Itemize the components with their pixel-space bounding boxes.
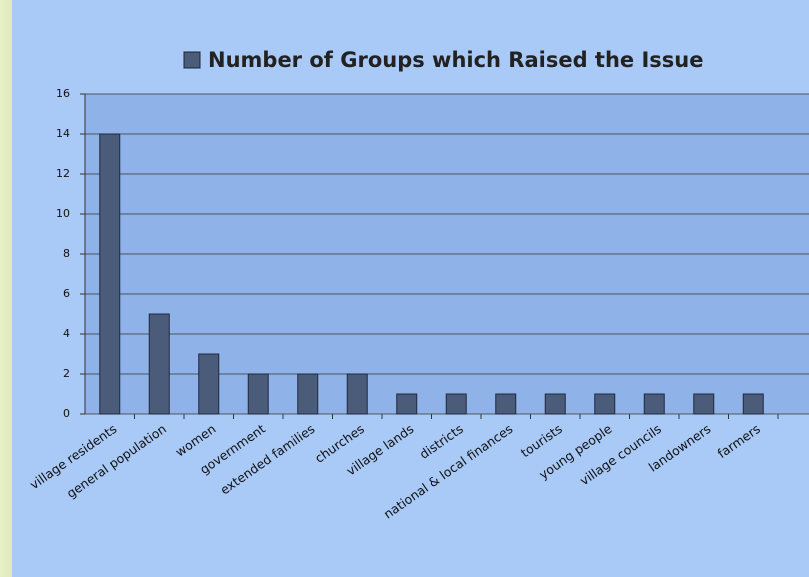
y-tick-label: 12 [56,167,70,180]
x-tick-label: farmers [715,421,763,461]
y-tick-label: 4 [63,327,70,340]
bar [544,393,566,415]
bar [643,393,665,415]
bar [99,133,121,415]
y-tick-label: 6 [63,287,70,300]
bar [148,313,170,415]
bar [445,393,467,415]
y-tick-label: 0 [63,407,70,420]
y-tick-label: 10 [56,207,70,220]
bar [247,373,269,415]
legend-label: Number of Groups which Raised the Issue [208,48,703,72]
bar [396,393,418,415]
y-tick-label: 2 [63,367,70,380]
bar [198,353,220,415]
bar [693,393,715,415]
y-tick-label: 14 [56,127,70,140]
bar [346,373,368,415]
y-tick-label: 16 [56,87,70,100]
bar [594,393,616,415]
y-tick-label: 8 [63,247,70,260]
bar [297,373,319,415]
bar [742,393,764,415]
legend-swatch [183,51,201,69]
bar [495,393,517,415]
